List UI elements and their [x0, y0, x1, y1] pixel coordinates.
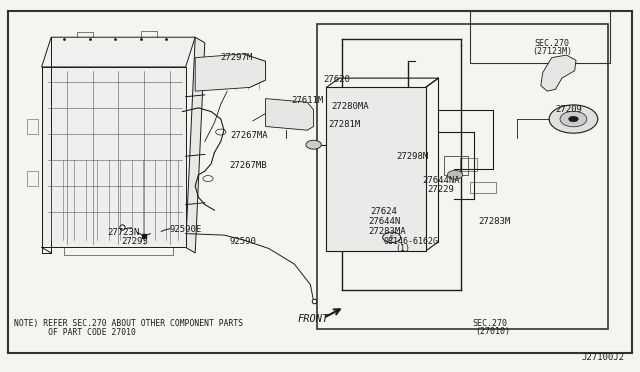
- Polygon shape: [266, 99, 314, 130]
- Text: 27267MA: 27267MA: [230, 131, 268, 140]
- Polygon shape: [42, 37, 195, 67]
- Circle shape: [447, 170, 463, 179]
- Text: 27298M: 27298M: [397, 152, 429, 161]
- Bar: [470, 11, 610, 63]
- Text: (27123M): (27123M): [532, 47, 573, 56]
- Text: 92590E: 92590E: [170, 225, 202, 234]
- Bar: [76, 73, 97, 95]
- Bar: [317, 24, 608, 329]
- Text: 27644NA: 27644NA: [422, 176, 460, 185]
- Text: S: S: [390, 235, 394, 240]
- Bar: [101, 73, 122, 95]
- Bar: [27, 171, 38, 186]
- Text: (1): (1): [395, 244, 410, 253]
- Text: 27297M: 27297M: [221, 53, 253, 62]
- Text: 08146-6162G: 08146-6162G: [384, 237, 439, 246]
- Text: (27010): (27010): [475, 327, 510, 336]
- Polygon shape: [541, 55, 576, 91]
- Bar: [76, 108, 97, 138]
- Bar: [470, 182, 496, 193]
- Bar: [170, 226, 184, 232]
- Text: SEC.270: SEC.270: [472, 319, 508, 328]
- Polygon shape: [326, 87, 426, 251]
- Circle shape: [549, 105, 598, 133]
- Text: 27209: 27209: [556, 105, 582, 114]
- Text: 27281M: 27281M: [328, 120, 360, 129]
- Bar: [50, 73, 71, 95]
- Text: NOTE) REFER SEC.270 ABOUT OTHER COMPONENT PARTS: NOTE) REFER SEC.270 ABOUT OTHER COMPONEN…: [14, 319, 243, 328]
- Text: FRONT: FRONT: [298, 314, 329, 324]
- Text: 27283MA: 27283MA: [368, 227, 406, 236]
- Circle shape: [560, 111, 587, 127]
- Polygon shape: [195, 54, 266, 91]
- Text: 27624: 27624: [370, 207, 397, 216]
- Text: J27100J2: J27100J2: [581, 353, 624, 362]
- Text: 27620: 27620: [323, 76, 350, 84]
- Circle shape: [383, 232, 401, 243]
- Text: SEC.270: SEC.270: [534, 39, 570, 48]
- Polygon shape: [42, 67, 186, 247]
- Text: 27723N: 27723N: [108, 228, 140, 237]
- Circle shape: [568, 116, 579, 122]
- Bar: [101, 108, 122, 138]
- Text: 27280MA: 27280MA: [332, 102, 369, 110]
- Bar: [460, 158, 477, 171]
- Text: OF PART CODE 27010: OF PART CODE 27010: [14, 328, 136, 337]
- Bar: [127, 73, 148, 95]
- Text: 27644N: 27644N: [368, 217, 400, 226]
- Circle shape: [306, 140, 321, 149]
- Polygon shape: [186, 37, 205, 253]
- Bar: [405, 164, 415, 193]
- Bar: [127, 108, 148, 138]
- Text: 27611M: 27611M: [291, 96, 323, 105]
- Text: 27293: 27293: [122, 237, 148, 246]
- Text: 92590: 92590: [229, 237, 256, 246]
- Text: 27229: 27229: [428, 185, 454, 194]
- Bar: [27, 119, 38, 134]
- Bar: [444, 156, 468, 175]
- Bar: [50, 108, 71, 138]
- Text: 27267MB: 27267MB: [229, 161, 267, 170]
- Text: 27283M: 27283M: [479, 217, 511, 226]
